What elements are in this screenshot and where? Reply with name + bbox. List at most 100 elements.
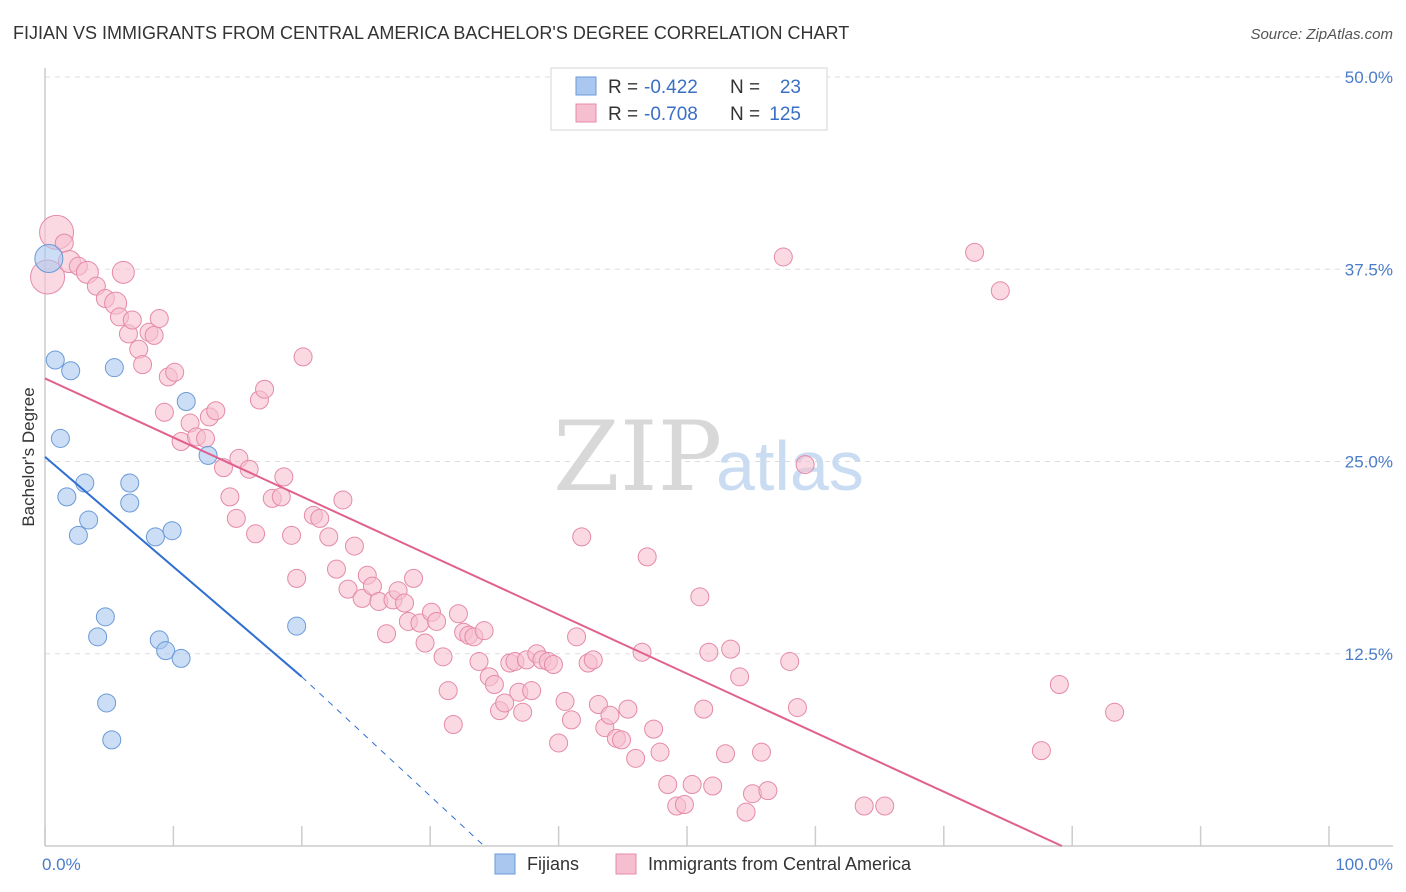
fijians-point [68,525,88,545]
immigrants-point [787,698,807,718]
x-tick-label: 0.0% [42,855,81,874]
immigrants-point [730,667,750,687]
chart-title: FIJIAN VS IMMIGRANTS FROM CENTRAL AMERIC… [13,23,849,43]
correlation-legend: R = -0.422 N = 23 R = -0.708 N = 125 [550,67,828,131]
fijians-trend-extension [301,676,485,847]
immigrants-point [600,705,620,725]
immigrants-point [1031,741,1051,761]
gridlines [45,76,1393,655]
immigrants-point [780,651,800,671]
immigrants-point [795,455,815,475]
fijians-point [162,521,182,541]
y-tick-label: 50.0% [1345,68,1393,87]
immigrants-point [694,699,714,719]
y-tick-label: 37.5% [1345,260,1393,279]
immigrants-point [567,627,587,647]
immigrants-point [344,536,364,556]
immigrants-point [133,355,153,375]
immigrants-point [658,774,678,794]
immigrants-point [699,642,719,662]
fijians-point [75,473,95,493]
immigrants-point [626,748,646,768]
immigrants-point [1105,702,1125,722]
legend-swatch-fijians [575,76,597,96]
immigrants-point [742,784,762,804]
immigrants-point [751,742,771,762]
fijians-point [104,358,124,378]
immigrants-trend-line [44,377,1063,847]
immigrants-point [644,719,664,739]
fijians-point [287,616,307,636]
immigrants-point [274,467,294,487]
immigrants-point [555,691,575,711]
immigrants-point [703,776,723,796]
immigrants-point [549,733,569,753]
watermark-atlas: atlas [716,427,864,505]
bottom-legend-swatch-fijians [494,853,516,875]
legend-r-value: -0.708 [644,104,698,125]
fijians-point [145,527,165,547]
immigrants-point [310,508,330,528]
watermark: ZIP atlas [553,401,864,513]
fijians-point [34,243,64,273]
fijians-point [176,392,196,412]
y-tick-label: 25.0% [1345,453,1393,472]
immigrants-point [333,490,353,510]
fijians-point [102,730,122,750]
fijians-point [61,361,81,381]
legend-n-value: 125 [769,104,801,125]
trend-lines [44,377,1063,847]
immigrants-point [495,693,515,713]
fijians-point [171,648,191,668]
legend-box [550,67,828,131]
immigrants-point [854,796,874,816]
fijians-point [120,473,140,493]
fijians-point [95,607,115,627]
immigrants-point [1049,675,1069,695]
fijians-point [50,428,70,448]
x-tick-label: 100.0% [1335,855,1393,874]
legend-r-label: R = [608,104,638,125]
immigrants-point [377,624,397,644]
fijians-point [79,510,99,530]
immigrants-point [474,621,494,641]
immigrants-point [154,402,174,422]
y-axis-label: Bachelor's Degree [19,387,38,526]
immigrants-point [220,487,240,507]
immigrants-point [674,794,694,814]
legend-r-value: -0.422 [644,77,698,98]
immigrants-point [246,524,266,544]
immigrants-point [293,347,313,367]
fijians-point [57,487,77,507]
immigrants-point [736,802,756,822]
immigrants-point [196,428,215,448]
fijians-point [88,627,108,647]
immigrants-point [637,547,657,567]
immigrants-point [650,742,670,762]
immigrants-point [433,647,453,667]
immigrants-point [522,681,542,701]
immigrants-point [572,527,592,547]
fijians-point [156,641,176,661]
immigrants-point [255,379,275,399]
bottom-legend-swatch-immigrants [615,853,637,875]
immigrants-point [612,730,632,750]
immigrants-point [758,781,778,801]
immigrants-point [618,699,638,719]
series-legend: Fijians Immigrants from Central America [494,853,912,875]
immigrants-point [965,242,985,262]
immigrants-point [111,260,135,284]
legend-n-label: N = [730,77,760,98]
immigrants-point [448,604,468,624]
immigrants-point [513,702,533,722]
bottom-legend-fijians: Fijians [527,854,579,874]
immigrants-point [404,568,424,588]
x-tick-marks [44,826,1330,846]
bottom-legend-immigrants: Immigrants from Central America [648,854,912,874]
fijians-point [120,493,140,513]
legend-r-label: R = [608,77,638,98]
immigrants-point [561,710,581,730]
immigrants-point [282,525,302,545]
immigrants-point [875,796,895,816]
